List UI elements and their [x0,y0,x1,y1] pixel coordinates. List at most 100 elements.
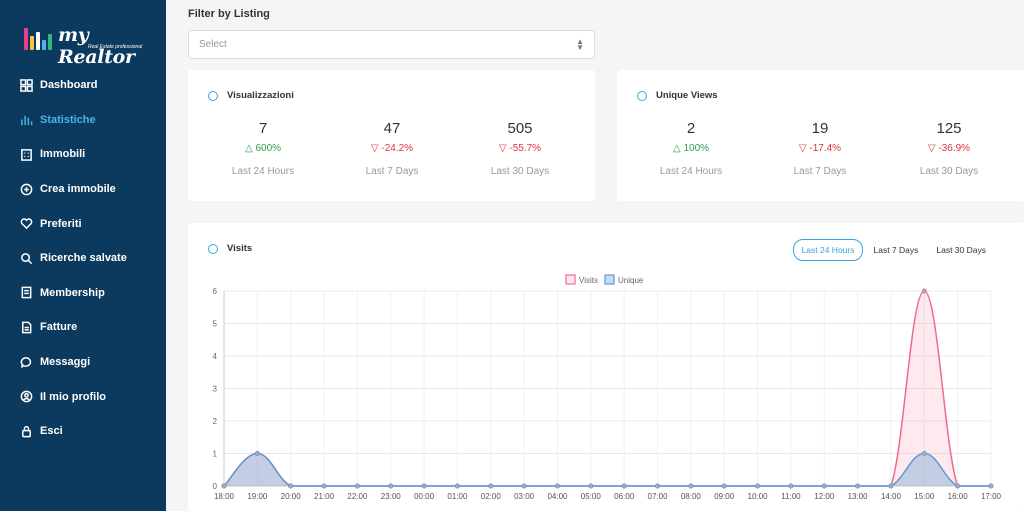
sidebar-item-dashboard[interactable]: Dashboard [0,68,166,103]
x-tick-label: 14:00 [881,492,902,501]
sidebar-item-immobili[interactable]: Immobili [0,137,166,172]
x-tick-label: 15:00 [914,492,935,501]
circle-icon [208,90,218,101]
search-icon [19,251,33,265]
stat-7d: 19 ▽ -17.4% Last 7 Days [755,120,885,177]
x-tick-label: 09:00 [714,492,735,501]
filter-label: Filter by Listing [188,8,270,20]
stat-delta: △ 100% [626,143,756,157]
data-point-unique [521,483,527,489]
data-point-unique [988,483,994,489]
sidebar-item-esci[interactable]: Esci [0,414,166,449]
data-point-unique [288,483,294,489]
card-title: Visits [208,243,252,254]
card-title: Unique Views [637,90,718,101]
brand-logo[interactable]: my Realtor Real Estate professional [24,24,166,68]
sidebar-item-ricerche-salvate[interactable]: Ricerche salvate [0,241,166,276]
sidebar-item-preferiti[interactable]: Preferiti [0,206,166,241]
stat-delta: ▽ -24.2% [327,143,457,157]
sidebar-item-label: Dashboard [40,79,98,92]
y-tick-label: 3 [213,385,218,394]
select-chevron-icon: ▲ ▼ [576,37,584,52]
triangle-up-icon: △ [244,143,253,154]
data-point-unique [588,483,594,489]
x-tick-label: 23:00 [381,492,402,501]
stat-value: 47 [383,120,401,137]
data-point-unique [621,483,627,489]
chart-icon [19,113,33,127]
data-point-unique [554,483,560,489]
stat-period: Last 24 Hours [231,166,295,177]
legend-label-unique: Unique [618,276,644,285]
data-point-unique [755,483,761,489]
stat-value: 7 [258,120,268,137]
x-tick-label: 21:00 [314,492,335,501]
visits-card: Visits Last 24 Hours Last 7 Days Last 30… [188,223,1024,511]
x-tick-label: 16:00 [948,492,969,501]
sidebar-item-messaggi[interactable]: Messaggi [0,345,166,380]
sidebar-item-il-mio-profilo[interactable]: Il mio profilo [0,379,166,414]
card-title-text: Visualizzazioni [227,90,294,101]
triangle-down-icon: ▽ [498,143,507,154]
series-area-unique [224,453,991,486]
dashboard-icon [19,78,33,92]
data-point-unique [454,483,460,489]
data-point-unique [821,483,827,489]
data-point-unique [655,483,661,489]
visits-chart: 0 1 2 3 4 5 6 18:00 19:00 20:00 21:00 22:00 23:00 00:… [213,274,1002,501]
y-tick-label: 5 [213,320,218,329]
sidebar-item-label: Crea immobile [40,183,116,196]
stat-value: 19 [811,120,829,137]
data-point-unique [321,483,327,489]
stat-delta-value: -24.2% [381,143,414,154]
card-title-text: Unique Views [656,90,718,101]
tab-last-24-hours[interactable]: Last 24 Hours [792,239,864,261]
y-tick-label: 6 [213,287,218,296]
stat-7d: 47 ▽ -24.2% Last 7 Days [327,120,457,177]
building-icon [19,147,33,161]
x-tick-label: 10:00 [748,492,769,501]
sidebar-nav: Dashboard Statistiche Immobili Crea immo… [0,68,166,449]
x-tick-label: 13:00 [848,492,869,501]
x-tick-label: 17:00 [981,492,1002,501]
invoice-icon [19,320,33,334]
brand-name: my Realtor [58,24,135,68]
y-tick-label: 2 [213,417,218,426]
sidebar-item-membership[interactable]: Membership [0,276,166,311]
x-tick-label: 01:00 [447,492,468,501]
data-point-unique [254,451,260,457]
sidebar-item-fatture[interactable]: Fatture [0,310,166,345]
data-point-unique [221,483,227,489]
x-tick-label: 06:00 [614,492,635,501]
x-tick-label: 05:00 [581,492,602,501]
stat-delta: △ 600% [198,143,328,157]
card-title-text: Visits [227,243,253,254]
sidebar-item-label: Fatture [40,321,78,334]
x-tick-label: 08:00 [681,492,702,501]
unique-views-card: Unique Views 2 △ 100% Last 24 Hours 19 ▽… [617,70,1024,201]
heart-icon [19,217,33,231]
data-point-unique [354,483,360,489]
tab-last-30-days[interactable]: Last 30 Days [936,245,986,255]
sidebar-item-crea-immobile[interactable]: Crea immobile [0,172,166,207]
data-point-unique [721,483,727,489]
series-area-visits [224,291,991,486]
sidebar-item-statistiche[interactable]: Statistiche [0,103,166,138]
triangle-down-icon: ▽ [370,143,379,154]
stat-delta-value: 600% [255,143,282,154]
y-tick-label: 0 [213,482,218,491]
x-tick-label: 22:00 [347,492,368,501]
tab-last-7-days[interactable]: Last 7 Days [873,245,919,255]
legend-label-visits: Visits [579,276,598,285]
card-title: Visualizzazioni [208,90,294,101]
sidebar-item-label: Ricerche salvate [40,252,127,265]
period-tabs: Last 24 Hours Last 7 Days Last 30 Days [791,239,994,261]
stat-delta-value: -36.9% [938,143,971,154]
data-point-unique [488,483,494,489]
listing-select[interactable]: Select ▲ ▼ [188,30,595,59]
x-tick-label: 20:00 [281,492,302,501]
lock-icon [19,424,33,438]
x-tick-label: 02:00 [481,492,502,501]
circle-icon [637,90,647,101]
brand-tagline: Real Estate professional [88,44,143,50]
